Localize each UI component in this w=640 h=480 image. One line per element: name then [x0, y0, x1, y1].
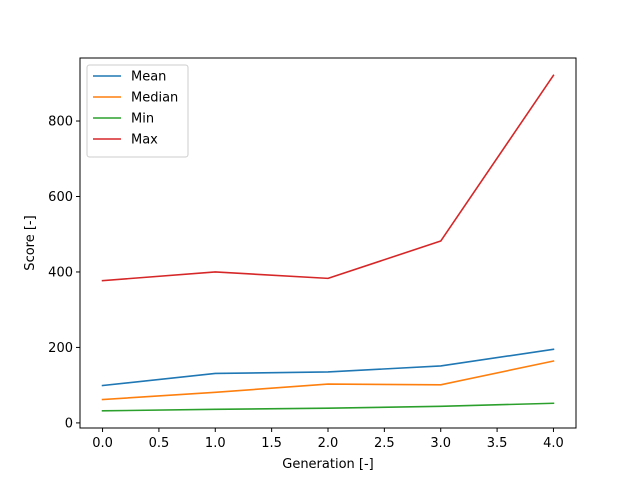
x-tick-label: 2.5 — [374, 436, 395, 451]
x-axis-label: Generation [-] — [282, 457, 374, 472]
plot-frame — [79, 57, 577, 429]
x-tick-label: 0.5 — [149, 436, 170, 451]
legend: Mean Median Min Max — [86, 64, 189, 158]
series-layer — [101, 74, 555, 412]
x-tick-label: 4.0 — [543, 436, 564, 451]
series-line-max — [101, 74, 555, 282]
legend-label-max: Max — [131, 133, 158, 148]
y-axis-ticks: 0 200 400 600 800 — [48, 115, 80, 431]
x-tick-label: 0.0 — [92, 436, 113, 451]
y-tick-label: 0 — [65, 416, 73, 431]
y-tick-label: 200 — [48, 341, 73, 356]
y-tick-label: 400 — [48, 265, 73, 280]
x-tick-label: 2.0 — [318, 436, 339, 451]
legend-label-mean: Mean — [131, 70, 166, 85]
x-tick-label: 1.0 — [205, 436, 226, 451]
legend-label-median: Median — [131, 91, 178, 106]
y-tick-label: 600 — [48, 190, 73, 205]
y-tick-label: 800 — [48, 115, 73, 130]
series-line-mean — [101, 348, 555, 387]
x-tick-label: 3.5 — [487, 436, 508, 451]
x-tick-label: 1.5 — [261, 436, 282, 451]
legend-label-min: Min — [131, 112, 154, 127]
series-line-min — [101, 402, 555, 412]
series-line-median — [101, 360, 555, 401]
legend-box — [86, 64, 189, 158]
x-axis-ticks: 0.0 0.5 1.0 1.5 2.0 2.5 3.0 3.5 4.0 — [92, 428, 564, 451]
y-axis-label: Score [-] — [23, 215, 38, 270]
x-tick-label: 3.0 — [430, 436, 451, 451]
